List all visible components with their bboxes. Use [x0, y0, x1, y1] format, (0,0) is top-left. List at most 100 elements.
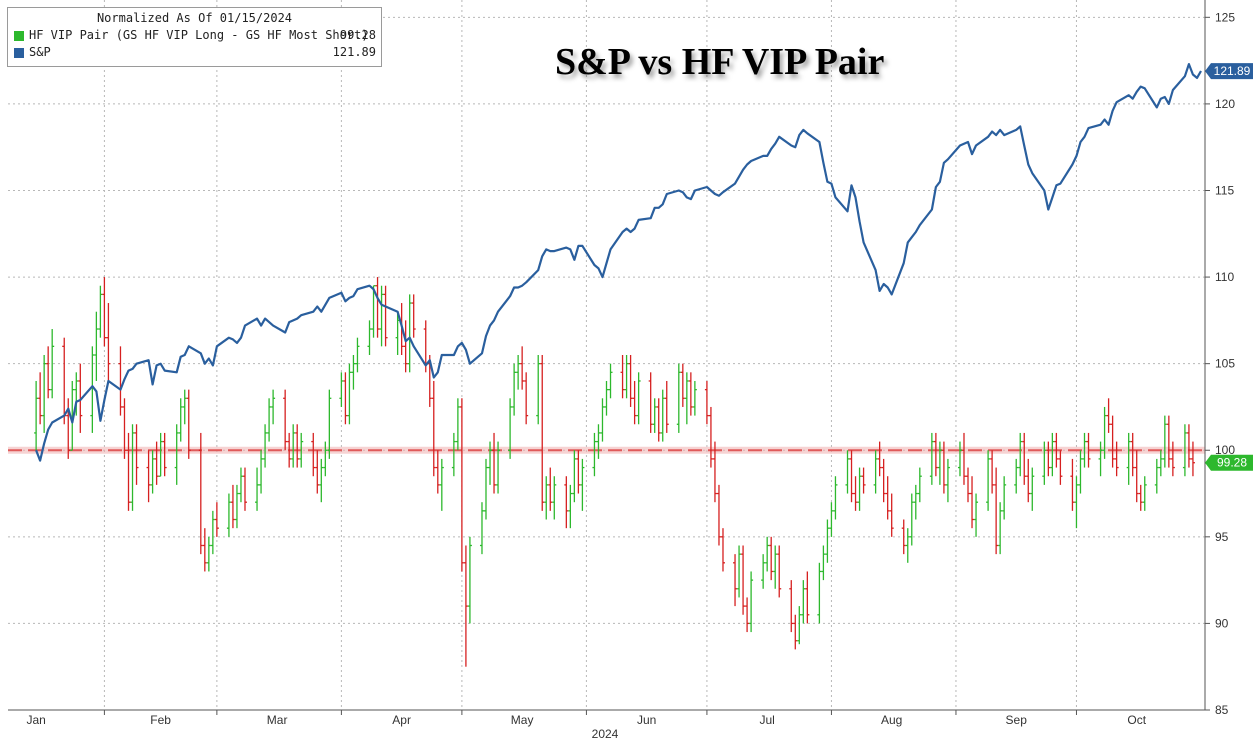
ohlc-bar: [118, 346, 123, 416]
sp-last-value-badge-text: 121.89: [1214, 64, 1251, 78]
y-tick-label-105: 105: [1215, 357, 1235, 371]
sp-last-value-badge: 121.89: [1205, 63, 1253, 80]
ohlc-bar: [271, 389, 276, 425]
ohlc-bar: [1182, 424, 1187, 477]
ohlc-bar: [652, 398, 657, 433]
ohlc-bar: [483, 458, 488, 520]
ohlc-bar: [339, 372, 344, 407]
ohlc-bar: [383, 285, 388, 347]
y-tick-label-115: 115: [1215, 183, 1234, 197]
hf-vip-pair-series: [34, 277, 1195, 667]
y-tick-label-95: 95: [1215, 530, 1229, 544]
ohlc-bar: [146, 450, 151, 503]
ohlc-bar: [210, 510, 215, 555]
chart-title: S&P vs HF VIP Pair: [555, 41, 885, 83]
ohlc-bar: [821, 545, 826, 581]
ohlc-bar: [905, 528, 910, 563]
x-tick-label-may: May: [511, 713, 534, 727]
ohlc-bar: [636, 372, 641, 425]
ohlc-bar: [319, 458, 324, 503]
ohlc-bar: [70, 380, 75, 451]
ohlc-bar: [90, 346, 95, 433]
ohlc-bar: [624, 355, 629, 399]
ohlc-bar: [970, 476, 975, 529]
ohlc-bar: [909, 493, 914, 546]
ohlc-bar: [50, 329, 55, 399]
ohlc-bar: [488, 441, 493, 485]
ohlc-bar: [600, 398, 605, 442]
x-tick-label-apr: Apr: [392, 713, 411, 727]
ohlc-bar: [375, 277, 380, 338]
ohlc-bar: [106, 303, 111, 381]
ohlc-bar: [122, 398, 127, 459]
ohlc-bar: [620, 355, 625, 399]
x-tick-label-feb: Feb: [150, 713, 171, 727]
ohlc-bar: [1158, 450, 1163, 477]
ohlc-bar: [259, 450, 264, 494]
ohlc-bar: [536, 355, 541, 425]
ohlc-bar: [769, 536, 774, 581]
ohlc-bar: [716, 484, 721, 546]
x-tick-label-sep: Sep: [1006, 713, 1028, 727]
ohlc-bar: [861, 467, 866, 494]
ohlc-bar: [580, 458, 585, 511]
ohlc-bar: [1058, 450, 1063, 485]
ohlc-bar: [917, 467, 922, 503]
ohlc-bar: [492, 432, 497, 494]
ohlc-bar: [455, 398, 460, 451]
sp-line: [35, 62, 1202, 462]
ohlc-bar: [745, 597, 750, 633]
hf-vip-pair-last-value-badge-text: 99.28: [1217, 456, 1247, 470]
legend-value-hf-vip-pair: 99.28: [339, 28, 376, 42]
ohlc-bar: [676, 363, 681, 433]
ohlc-bar: [98, 285, 103, 338]
ohlc-bar: [263, 424, 268, 468]
ohlc-bar: [186, 389, 191, 459]
ohlc-bar: [355, 337, 360, 373]
ohlc-bar: [1170, 441, 1175, 477]
ohlc-bar: [552, 476, 557, 520]
y-tick-label-85: 85: [1215, 703, 1229, 717]
ohlc-bar: [817, 562, 822, 624]
ohlc-bar: [351, 355, 356, 390]
ohlc-bar: [1030, 467, 1035, 511]
ohlc-bar: [1106, 398, 1111, 433]
ohlc-bar: [765, 536, 770, 572]
ohlc-bar: [1186, 424, 1191, 468]
ohlc-bar: [941, 441, 946, 494]
ohlc-bar: [463, 545, 468, 667]
ohlc-bar: [913, 484, 918, 520]
sp-last-value-badge-shape: [1205, 63, 1253, 80]
ohlc-bar: [496, 441, 501, 494]
ohlc-bar: [544, 476, 549, 520]
ohlc-bar: [733, 554, 738, 607]
ohlc-bar: [825, 519, 830, 563]
ohlc-bar: [1078, 450, 1083, 494]
ohlc-bar: [130, 424, 135, 511]
ohlc-bar: [315, 450, 320, 494]
ohlc-bar: [202, 528, 207, 572]
y-tick-label-110: 110: [1215, 270, 1234, 284]
ohlc-bar: [572, 450, 577, 503]
ohlc-bar: [833, 476, 838, 520]
ohlc-bar: [966, 467, 971, 503]
ohlc-bar: [459, 398, 464, 572]
ohlc-bar: [957, 441, 962, 477]
x-axis-label: 2024: [592, 727, 619, 741]
ohlc-bar: [435, 450, 440, 494]
ohlc-bar: [849, 450, 854, 503]
legend-label-hf-vip-pair: HF VIP Pair (GS HF VIP Long - GS HF Most…: [29, 28, 369, 42]
legend-value-sp: 121.89: [332, 45, 376, 59]
ohlc-bar: [267, 398, 272, 442]
ohlc-bar: [885, 476, 890, 520]
ohlc-bar: [829, 502, 834, 537]
ohlc-bar: [134, 424, 139, 485]
ohlc-bar: [299, 432, 304, 468]
ohlc-bar: [182, 389, 187, 425]
ohlc-bar: [660, 389, 665, 442]
ohlc-bar: [255, 467, 260, 511]
ohlc-bar: [411, 294, 416, 338]
ohlc-bar: [945, 458, 950, 503]
ohlc-bar: [379, 285, 384, 347]
x-tick-label-jan: Jan: [26, 713, 45, 727]
